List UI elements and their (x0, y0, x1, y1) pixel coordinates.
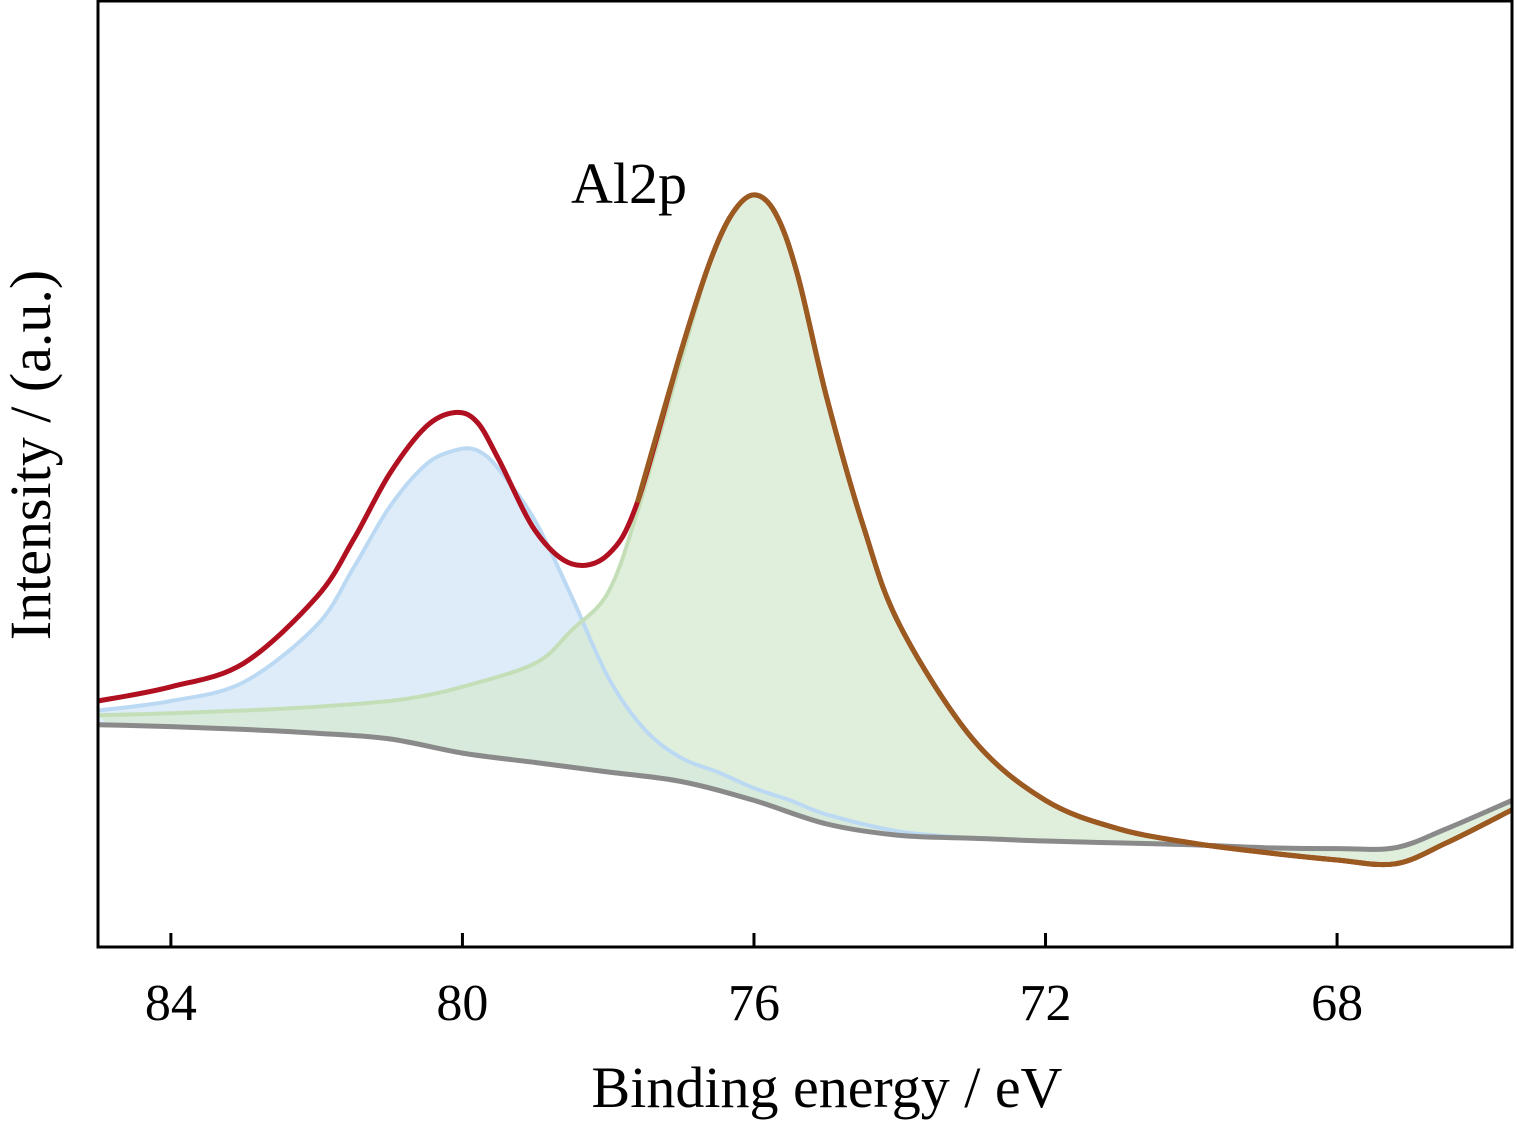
x-tick-label: 80 (436, 975, 488, 1032)
component-area-76 (98, 194, 1512, 865)
x-tick-label: 76 (728, 975, 780, 1032)
x-tick-label: 68 (1311, 975, 1363, 1032)
component-area-80 (98, 448, 973, 839)
envelope-line-overlap (634, 192, 1514, 868)
component-areas (98, 194, 1512, 865)
y-axis-title: Intensity / (a.u.) (0, 270, 63, 640)
data-lines (97, 192, 1514, 868)
x-tick-label: 84 (145, 975, 197, 1032)
component-line-80 (97, 446, 973, 841)
x-tick-label: 72 (1020, 975, 1072, 1032)
peak-annotation: Al2p (571, 151, 687, 216)
plot-frame (96, 0, 1514, 949)
x-axis-title: Binding energy / eV (592, 1055, 1063, 1120)
background-line (97, 722, 1513, 852)
x-ticks: 84 80 76 72 68 (145, 933, 1363, 1032)
